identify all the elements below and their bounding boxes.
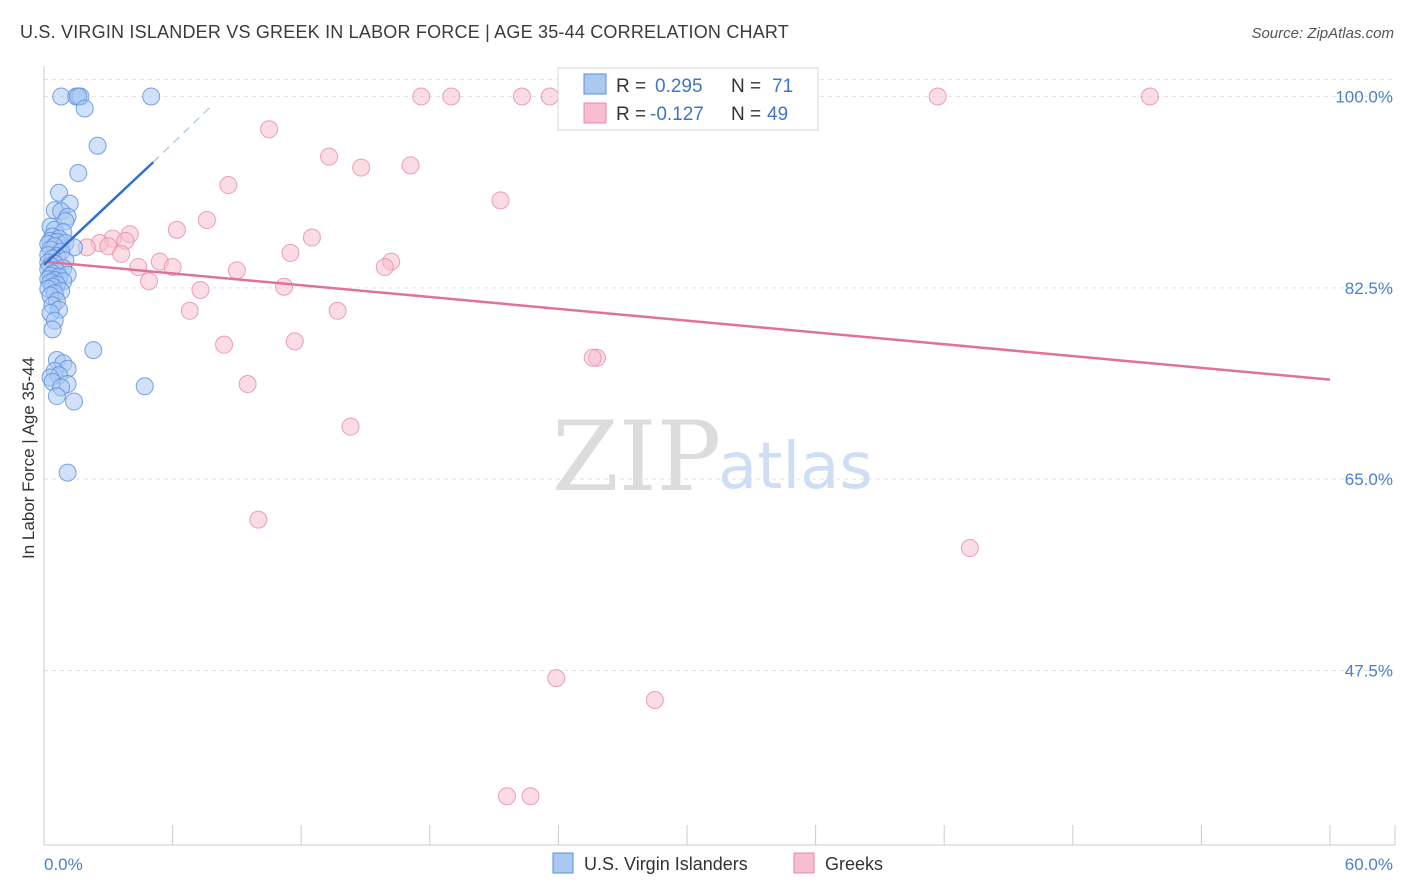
greeks-point bbox=[928, 87, 947, 106]
bottom-legend-label-pink: Greeks bbox=[825, 854, 883, 874]
greeks-point bbox=[227, 261, 246, 280]
virgin-islanders-point bbox=[47, 387, 66, 406]
bottom-legend: U.S. Virgin Islanders Greeks bbox=[552, 852, 883, 874]
greeks-point bbox=[352, 158, 371, 177]
legend-swatch-blue bbox=[583, 73, 607, 95]
greeks-point bbox=[547, 669, 566, 688]
legend-n-label-blue: N = bbox=[731, 76, 761, 97]
greeks-point bbox=[1140, 87, 1159, 106]
legend-n-value-pink: 49 bbox=[767, 104, 788, 125]
virgin-islanders-point bbox=[58, 463, 77, 482]
greeks-point bbox=[112, 244, 131, 263]
greeks-point bbox=[275, 277, 294, 296]
greeks-point bbox=[320, 147, 339, 166]
greeks-point bbox=[180, 301, 199, 320]
legend-r-label-pink: R = bbox=[616, 104, 646, 125]
greeks-point bbox=[442, 87, 461, 106]
virgin-islanders-trend-extension bbox=[152, 103, 214, 163]
greeks-point bbox=[215, 335, 234, 354]
greeks-point bbox=[167, 220, 186, 239]
y-axis-label: In Labor Force | Age 35-44 bbox=[19, 357, 38, 559]
legend-r-label-blue: R = bbox=[616, 76, 646, 97]
greeks-point bbox=[512, 87, 531, 106]
y-tick-label: 100.0% bbox=[1335, 88, 1393, 107]
x-tick-labels: 0.0% 60.0% bbox=[44, 855, 1393, 874]
axes bbox=[43, 66, 1396, 846]
greeks-point bbox=[540, 87, 559, 106]
greeks-point bbox=[238, 375, 257, 394]
x-tick-label-min: 0.0% bbox=[44, 855, 83, 874]
greeks-point bbox=[328, 301, 347, 320]
greeks-trend-line bbox=[43, 260, 1331, 381]
virgin-islanders-point bbox=[50, 183, 69, 202]
greeks-point bbox=[583, 348, 602, 367]
x-tick-label-max: 60.0% bbox=[1345, 855, 1393, 874]
greeks-point bbox=[521, 787, 540, 806]
legend-n-value-blue: 71 bbox=[772, 76, 793, 97]
legend-r-value-blue: 0.295 bbox=[655, 76, 703, 97]
virgin-islanders-point bbox=[84, 341, 103, 360]
greeks-point bbox=[163, 258, 182, 277]
virgin-islanders-trend-line bbox=[43, 161, 155, 266]
greeks-point bbox=[249, 510, 268, 529]
greeks-points bbox=[77, 87, 1159, 806]
virgin-islanders-point bbox=[142, 87, 161, 106]
bottom-legend-label-blue: U.S. Virgin Islanders bbox=[584, 854, 748, 874]
chart-title: U.S. VIRGIN ISLANDER VS GREEK IN LABOR F… bbox=[20, 22, 789, 42]
virgin-islanders-point bbox=[52, 87, 71, 106]
virgin-islanders-point bbox=[75, 99, 94, 118]
watermark: ZIP atlas bbox=[552, 401, 873, 513]
grid-lines bbox=[44, 79, 1395, 671]
greeks-point bbox=[129, 258, 148, 277]
greeks-point bbox=[302, 228, 321, 247]
virgin-islanders-point bbox=[135, 377, 154, 396]
legend-r-value-pink: -0.127 bbox=[650, 104, 704, 125]
greeks-point bbox=[375, 258, 394, 277]
greeks-point bbox=[491, 191, 510, 210]
greeks-point bbox=[960, 539, 979, 558]
bottom-legend-swatch-blue bbox=[552, 852, 574, 874]
source-label: Source: ZipAtlas.com bbox=[1251, 25, 1394, 42]
watermark-zip: ZIP bbox=[552, 401, 721, 513]
greeks-point bbox=[645, 691, 664, 710]
greeks-point bbox=[191, 281, 210, 300]
greeks-point bbox=[285, 332, 304, 351]
greeks-point bbox=[412, 87, 431, 106]
greeks-point bbox=[497, 787, 516, 806]
legend-n-label-pink: N = bbox=[731, 104, 761, 125]
greeks-point bbox=[140, 272, 159, 291]
greeks-point bbox=[281, 243, 300, 262]
greeks-point bbox=[401, 156, 420, 175]
trend-lines bbox=[43, 103, 1331, 381]
legend-box: R = 0.295 N = 71 R = -0.127 N = 49 bbox=[557, 67, 819, 131]
greeks-point bbox=[260, 120, 279, 139]
legend-swatch-pink bbox=[583, 102, 607, 124]
y-tick-label: 47.5% bbox=[1345, 662, 1393, 681]
virgin-islanders-point bbox=[43, 320, 62, 339]
virgin-islanders-point bbox=[65, 392, 84, 411]
greeks-point bbox=[341, 417, 360, 436]
watermark-atlas: atlas bbox=[718, 430, 873, 504]
virgin-islanders-point bbox=[88, 136, 107, 155]
greeks-point bbox=[197, 211, 216, 230]
y-tick-label: 82.5% bbox=[1345, 279, 1393, 298]
y-tick-labels: 47.5% 65.0% 82.5% 100.0% bbox=[1335, 88, 1393, 681]
greeks-point bbox=[219, 176, 238, 195]
y-tick-label: 65.0% bbox=[1345, 470, 1393, 489]
bottom-legend-swatch-pink bbox=[793, 852, 815, 874]
virgin-islanders-point bbox=[69, 164, 88, 183]
